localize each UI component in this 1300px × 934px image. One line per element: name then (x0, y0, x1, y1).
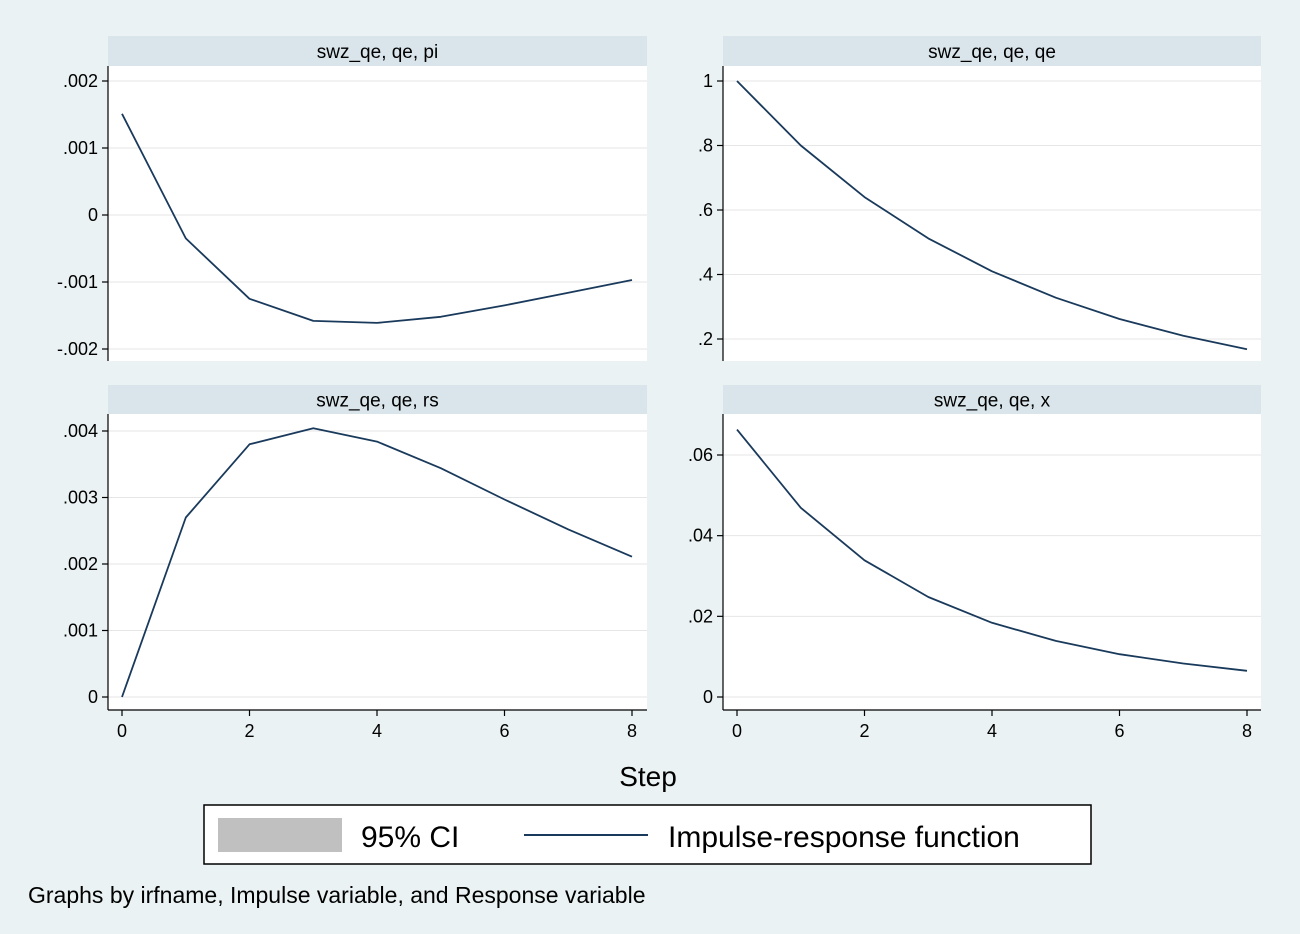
x-axis-title: Step (619, 761, 677, 792)
panel-title: swz_qe, qe, qe (928, 42, 1056, 63)
y-tick-label: .02 (688, 606, 713, 626)
y-tick-label: 1 (703, 71, 713, 91)
graph-note: Graphs by irfname, Impulse variable, and… (28, 882, 646, 908)
irf-line (121, 427, 633, 698)
irf-line (121, 113, 633, 324)
panel-title-strip (723, 385, 1261, 414)
panel-4: swz_qe, qe, x .06 .04 .02 00 2 4 6 8 (688, 385, 1261, 741)
y-tick-label: .04 (688, 526, 713, 546)
x-tick-label: 0 (117, 721, 127, 741)
y-tick-label: .8 (698, 136, 713, 156)
y-tick-label: 0 (88, 687, 98, 707)
y-tick-label: .4 (698, 265, 713, 285)
y-tick-label: .004 (63, 421, 98, 441)
y-tick-label: .003 (63, 488, 98, 508)
plot-area (723, 66, 1261, 361)
irf-line (736, 80, 1248, 351)
x-tick-label: 6 (499, 721, 509, 741)
x-tick-label: 6 (1114, 721, 1124, 741)
y-tick-label: .002 (63, 554, 98, 574)
y-tick-label: 0 (703, 687, 713, 707)
legend-ci-label: 95% CI (361, 821, 459, 854)
y-tick-label: .06 (688, 445, 713, 465)
panel-title-strip (723, 36, 1261, 66)
y-tick-label: .2 (698, 329, 713, 349)
y-tick-label: .001 (63, 138, 98, 158)
panel-3: swz_qe, qe, rs .004 .003 .002 .001 00 2 4 6 8 (63, 385, 647, 741)
x-tick-label: 8 (1242, 721, 1252, 741)
x-tick-label: 0 (732, 721, 742, 741)
x-tick-label: 4 (372, 721, 382, 741)
legend: 95% CI Impulse-response function (203, 804, 1092, 865)
panel-title: swz_qe, qe, x (934, 391, 1051, 412)
irf-line (736, 429, 1248, 672)
plot-area (108, 66, 647, 361)
x-tick-label: 2 (859, 721, 869, 741)
panel-title-strip (108, 385, 647, 414)
y-tick-label: 0 (88, 205, 98, 225)
panel-title: swz_qe, qe, pi (317, 42, 438, 63)
panel-2: swz_qe, qe, qe 1 .8 .6 .4 .2 (698, 36, 1261, 361)
y-tick-label: .002 (63, 71, 98, 91)
plot-area (723, 414, 1261, 710)
x-tick-label: 2 (244, 721, 254, 741)
x-tick-label: 4 (987, 721, 997, 741)
legend-irf-label: Impulse-response function (668, 821, 1020, 854)
y-tick-label: .001 (63, 621, 98, 641)
y-tick-label: -.001 (57, 272, 98, 292)
legend-ci-swatch (218, 818, 342, 852)
panel-title-strip (108, 36, 647, 66)
panels: swz_qe, qe, pi.002.0010-.001-.002swz_qe,… (57, 36, 1261, 741)
y-tick-label: .6 (698, 200, 713, 220)
panel-title: swz_qe, qe, rs (316, 391, 439, 412)
plot-area (108, 414, 647, 710)
y-tick-label: -.002 (57, 339, 98, 359)
panel-1: swz_qe, qe, pi .002 .001 0 -.001 -.002 (57, 36, 647, 361)
x-tick-label: 8 (627, 721, 637, 741)
